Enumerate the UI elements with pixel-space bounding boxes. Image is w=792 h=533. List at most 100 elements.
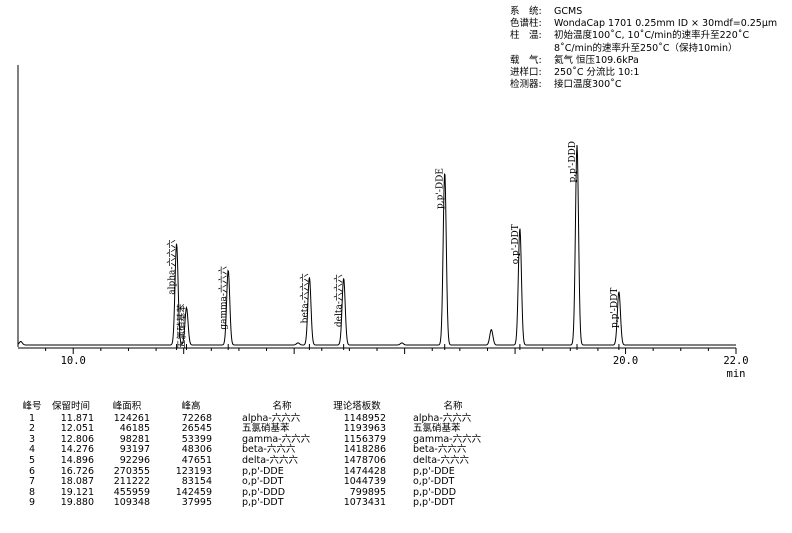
table-cell: alpha-六六六 bbox=[413, 412, 472, 424]
info-row: 柱 温: 初始温度100˚C, 10˚C/min的速率升至220˚C bbox=[510, 30, 777, 42]
info-row: 系 统: GCMS bbox=[510, 6, 777, 18]
table-cell: 455959 bbox=[113, 486, 150, 498]
col-retention-time: 保留时间 11.871 12.051 12.806 14.276 14.896 16.726… bbox=[48, 401, 94, 509]
table-cell: 14.276 bbox=[60, 444, 94, 456]
table-cell: 五氯硝基苯 bbox=[413, 423, 461, 435]
table-header: 峰面积 bbox=[112, 401, 142, 412]
table-cell: 98281 bbox=[119, 433, 150, 445]
table-cell: 3 bbox=[28, 433, 36, 445]
table-cell: 14.896 bbox=[60, 454, 94, 466]
table-cell: p,p'-DDD bbox=[413, 486, 457, 498]
peak-label: p,p'-DDT bbox=[610, 288, 620, 328]
table-cell: 47651 bbox=[181, 454, 212, 466]
table-cell: 9 bbox=[28, 497, 36, 509]
info-value: 初始温度100˚C, 10˚C/min的速率升至220˚C bbox=[554, 30, 750, 42]
signal-trace bbox=[17, 144, 736, 346]
table-cell: p,p'-DDD bbox=[242, 486, 286, 498]
peak-label: p,p'-DDD bbox=[568, 141, 578, 183]
x-tick-label: 20.0 bbox=[613, 355, 638, 367]
table-cell: delta-六六六 bbox=[242, 454, 298, 466]
table-cell: gamma-六六六 bbox=[242, 433, 311, 445]
table-cell: 12.806 bbox=[60, 433, 94, 445]
table-cell: 6 bbox=[28, 465, 36, 477]
peak-label: beta-六六六 bbox=[298, 273, 310, 323]
table-cell: 4 bbox=[28, 444, 36, 456]
table-cell: 1474428 bbox=[343, 465, 386, 477]
table-cell: 37995 bbox=[181, 497, 212, 509]
info-value: 接口温度300˚C bbox=[554, 79, 622, 91]
table-cell: 799895 bbox=[349, 486, 386, 498]
info-key: 色谱柱: bbox=[510, 18, 542, 30]
info-value: 250˚C 分流比 10:1 bbox=[554, 67, 640, 79]
table-cell: beta-六六六 bbox=[242, 444, 296, 456]
table-cell: 83154 bbox=[181, 476, 212, 488]
table-cell: o,p'-DDT bbox=[413, 476, 455, 488]
table-cell: 270355 bbox=[113, 465, 150, 477]
table-header: 峰号 bbox=[22, 401, 42, 412]
table-cell: 1073431 bbox=[343, 497, 386, 509]
info-key: 检测器: bbox=[510, 79, 542, 91]
info-value: 氦气 恒压109.6kPa bbox=[554, 54, 639, 66]
col-peak-area: 峰面积 124261 46185 98281 93197 92296 270355 21122… bbox=[104, 401, 150, 509]
table-cell: 18.087 bbox=[60, 476, 94, 488]
table-header: 理论塔板数 bbox=[333, 401, 381, 412]
table-cell: 16.726 bbox=[60, 465, 94, 477]
col-name: 名称 alpha-六六六 五氯硝基苯 gamma-六六六 beta-六六六 delta-六… bbox=[242, 401, 322, 509]
table-cell: 46185 bbox=[119, 423, 150, 435]
table-cell: 12.051 bbox=[60, 423, 94, 435]
table-cell: 1478706 bbox=[343, 454, 386, 466]
table-cell: delta-六六六 bbox=[413, 454, 469, 466]
table-cell: alpha-六六六 bbox=[242, 412, 301, 424]
peak-label: o,p'-DDT bbox=[511, 224, 521, 264]
table-cell: 109348 bbox=[113, 497, 150, 509]
info-value: GCMS bbox=[554, 6, 583, 17]
table-cell: 8 bbox=[28, 486, 36, 498]
table-cell: p,p'-DDE bbox=[242, 465, 284, 477]
table-cell: 92296 bbox=[119, 454, 150, 466]
table-cell: 19.880 bbox=[60, 497, 94, 509]
table-cell: 5 bbox=[28, 454, 36, 466]
peak-label: p,p'-DDE bbox=[436, 168, 446, 209]
table-cell: 1 bbox=[28, 412, 36, 424]
peak-label: 五氯硝基苯 bbox=[176, 304, 188, 349]
table-cell: 211222 bbox=[113, 476, 150, 488]
table-cell: 1148952 bbox=[343, 412, 386, 424]
table-cell: p,p'-DDT bbox=[413, 497, 455, 509]
info-row: 进样口: 250˚C 分流比 10:1 bbox=[510, 67, 777, 79]
info-key: 进样口: bbox=[510, 67, 542, 79]
instrument-info: 系 统: GCMS 色谱柱: WondaCap 1701 0.25mm ID × 3… bbox=[510, 6, 777, 91]
table-cell: 1156379 bbox=[343, 433, 386, 445]
x-unit-label: min bbox=[727, 368, 746, 380]
col-peak-no: 峰号 1 2 3 4 5 6 7 8 9 bbox=[20, 401, 44, 509]
info-key: 系 统: bbox=[510, 6, 542, 17]
table-cell: 124261 bbox=[113, 412, 150, 424]
table-cell: 五氯硝基苯 bbox=[242, 423, 290, 435]
peak-label: delta-六六六 bbox=[333, 274, 345, 327]
col-peak-height: 峰高 72268 26545 53399 48306 47651 123193 83154 14… bbox=[170, 401, 212, 509]
info-row: 色谱柱: WondaCap 1701 0.25mm ID × 30mdf=0.25… bbox=[510, 18, 777, 30]
table-cell: p,p'-DDT bbox=[242, 497, 284, 509]
x-tick-label: 22.0 bbox=[723, 355, 748, 367]
table-cell: o,p'-DDT bbox=[242, 476, 284, 488]
table-cell: 26545 bbox=[181, 423, 212, 435]
table-cell: 93197 bbox=[119, 444, 150, 456]
table-cell: 142459 bbox=[175, 486, 212, 498]
table-cell: 11.871 bbox=[60, 412, 94, 424]
table-cell: 72268 bbox=[181, 412, 212, 424]
table-header: 名称 bbox=[443, 401, 463, 412]
col-name-2: 名称 alpha-六六六 五氯硝基苯 gamma-六六六 beta-六六六 delta-六… bbox=[413, 401, 493, 509]
table-header: 保留时间 bbox=[51, 401, 90, 412]
col-plates: 理论塔板数 1148952 1193963 1156379 1418286 1478706… bbox=[328, 401, 386, 509]
table-header: 峰高 bbox=[181, 401, 201, 412]
table-cell: 48306 bbox=[181, 444, 212, 456]
table-cell: 1193963 bbox=[343, 423, 386, 435]
info-row: 8˚C/min的速率升至250˚C（保持10min） bbox=[510, 43, 777, 55]
info-key: 载 气: bbox=[510, 54, 542, 66]
table-cell: 53399 bbox=[181, 433, 212, 445]
table-cell: beta-六六六 bbox=[413, 444, 467, 456]
table-cell: 123193 bbox=[175, 465, 212, 477]
table-cell: 1044739 bbox=[343, 476, 386, 488]
table-cell: 7 bbox=[28, 476, 36, 488]
info-value: WondaCap 1701 0.25mm ID × 30mdf=0.25μm bbox=[554, 18, 778, 30]
